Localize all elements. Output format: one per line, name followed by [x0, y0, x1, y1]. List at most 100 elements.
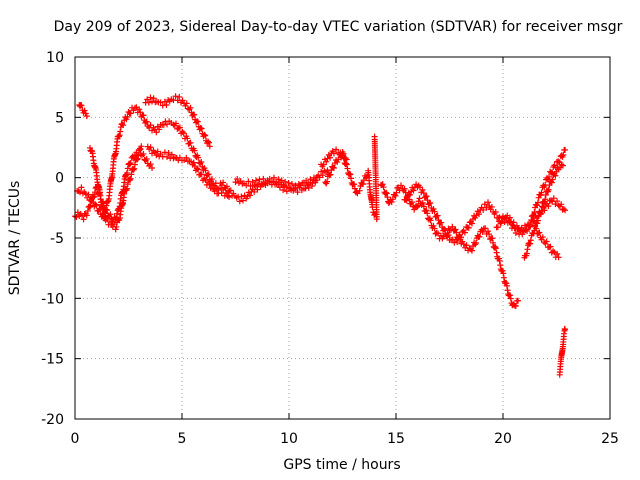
data-point [431, 208, 438, 215]
data-point [383, 190, 390, 197]
data-point [193, 165, 200, 172]
data-point [89, 195, 96, 202]
data-point [558, 201, 565, 208]
data-series [378, 181, 521, 310]
data-point [243, 182, 250, 189]
x-axis-label: GPS time / hours [283, 457, 400, 473]
data-point [131, 165, 138, 172]
data-point [126, 160, 133, 167]
data-point [427, 217, 434, 224]
data-point [560, 206, 567, 213]
data-point [338, 154, 345, 161]
data-point [488, 203, 495, 210]
data-point [266, 175, 273, 182]
data-point [485, 228, 492, 235]
data-point [278, 177, 285, 184]
data-point [542, 191, 549, 198]
data-markers [72, 93, 569, 378]
data-point [238, 193, 245, 200]
data-series [356, 133, 380, 223]
data-point [562, 207, 569, 214]
data-point [124, 113, 131, 120]
data-point [212, 185, 219, 192]
data-point [179, 128, 186, 135]
data-point [512, 303, 519, 310]
data-point [121, 190, 128, 197]
data-point [205, 178, 212, 185]
y-tick-label: -10 [41, 291, 64, 307]
data-point [344, 165, 351, 172]
data-point [504, 287, 511, 294]
data-point [215, 190, 222, 197]
data-point [149, 165, 156, 172]
data-series [493, 146, 569, 238]
data-point [343, 160, 350, 167]
data-point [454, 239, 461, 246]
data-point [83, 113, 90, 120]
data-point [476, 233, 483, 240]
data-point [503, 215, 510, 222]
data-series [232, 167, 331, 193]
data-point [247, 183, 254, 190]
data-point [419, 199, 426, 206]
data-point [423, 193, 430, 200]
data-point [164, 121, 171, 128]
data-point [534, 217, 541, 224]
data-point [538, 189, 545, 196]
data-point [393, 189, 400, 196]
data-point [419, 186, 426, 193]
data-point [134, 156, 141, 163]
data-series [521, 161, 566, 261]
data-point [492, 245, 499, 252]
data-point [463, 242, 470, 249]
data-point [397, 182, 404, 189]
data-point [460, 241, 467, 248]
data-point [83, 212, 90, 219]
data-point [144, 96, 151, 103]
data-point [552, 172, 559, 179]
data-point [164, 153, 171, 160]
data-point [205, 139, 212, 146]
data-point [548, 179, 555, 186]
x-tick-label: 20 [494, 431, 512, 447]
data-point [205, 171, 212, 178]
data-point [442, 227, 449, 234]
data-point [327, 154, 334, 161]
data-point [294, 185, 301, 192]
data-point [187, 104, 194, 111]
data-point [550, 195, 557, 202]
data-point [555, 158, 562, 165]
data-point [348, 175, 355, 182]
chart-title: Day 209 of 2023, Sidereal Day-to-day VTE… [54, 19, 623, 35]
data-point [84, 207, 91, 214]
data-point [351, 181, 358, 188]
data-point [539, 203, 546, 210]
data-point [533, 225, 540, 232]
data-point [413, 204, 420, 211]
y-tick-label: 0 [55, 171, 64, 187]
data-point [188, 158, 195, 165]
data-point [530, 212, 537, 219]
data-point [468, 247, 475, 254]
data-point [545, 186, 552, 193]
data-point [107, 211, 114, 218]
data-point [527, 221, 534, 228]
data-point [232, 179, 239, 186]
data-point [191, 111, 198, 118]
data-point [342, 155, 349, 162]
data-series [144, 143, 222, 197]
data-point [431, 225, 438, 232]
data-point [500, 274, 507, 281]
data-point [384, 194, 391, 201]
data-point [307, 176, 314, 183]
data-point [136, 106, 143, 113]
data-point [517, 227, 524, 234]
data-series [74, 143, 145, 233]
data-point [165, 149, 172, 156]
data-point [183, 100, 190, 107]
data-point [198, 158, 205, 165]
data-point [410, 187, 417, 194]
y-tick-label: 10 [46, 50, 64, 66]
data-point [280, 181, 287, 188]
data-series [142, 93, 213, 150]
